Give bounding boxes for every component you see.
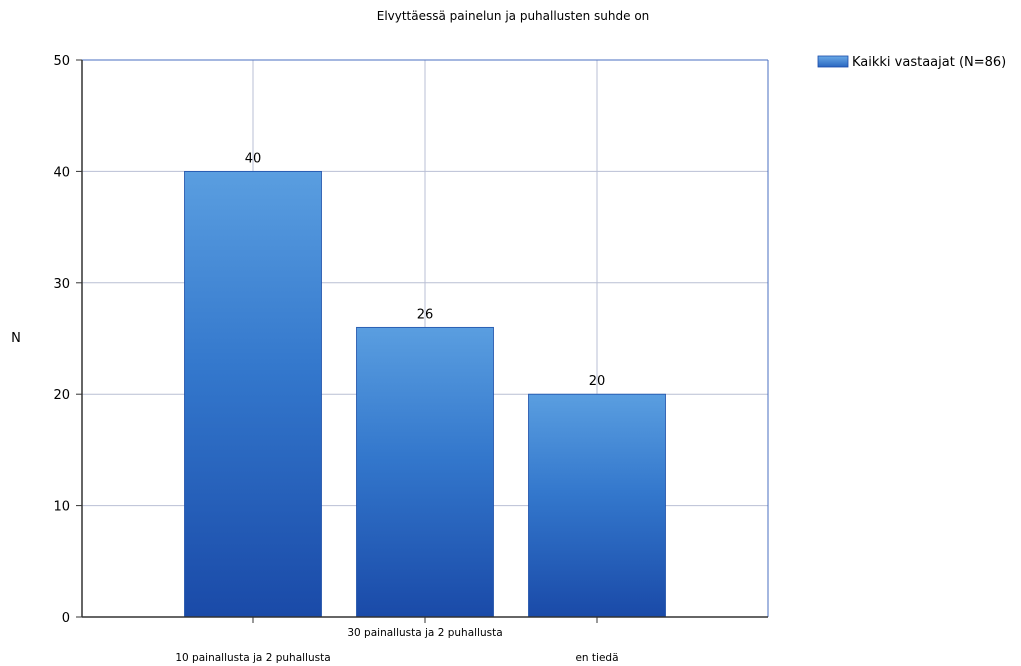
y-tick-label: 40: [53, 165, 70, 180]
legend-label: Kaikki vastaajat (N=86): [852, 55, 1006, 70]
y-tick-label: 50: [53, 54, 70, 69]
x-tick-label: en tiedä: [575, 652, 618, 664]
bar-value-label: 26: [417, 307, 434, 322]
y-axis-label: N: [11, 331, 21, 346]
legend-swatch: [817, 55, 849, 68]
bars: [184, 170, 666, 618]
bar-value-label: 40: [245, 151, 262, 166]
bar: [356, 326, 494, 618]
y-tick-label: 20: [53, 388, 70, 403]
x-tick-label: 10 painallusta ja 2 puhallusta: [175, 652, 330, 664]
labels: 0 10 20 30 40 50 40 26 20 10 painallusta ja 2 puh…: [53, 54, 618, 664]
y-tick-label: 30: [53, 277, 70, 292]
chart-title: Elvyttäessä painelun ja puhallusten suhd…: [377, 9, 650, 23]
x-tick-label: 30 painallusta ja 2 puhallusta: [347, 627, 502, 639]
axes: [76, 59, 769, 623]
bar-value-label: 20: [589, 374, 606, 389]
y-tick-label: 0: [62, 611, 70, 626]
y-tick-label: 10: [53, 500, 70, 515]
legend: Kaikki vastaajat (N=86): [817, 55, 1006, 70]
bar: [528, 393, 666, 618]
bar: [184, 170, 322, 618]
